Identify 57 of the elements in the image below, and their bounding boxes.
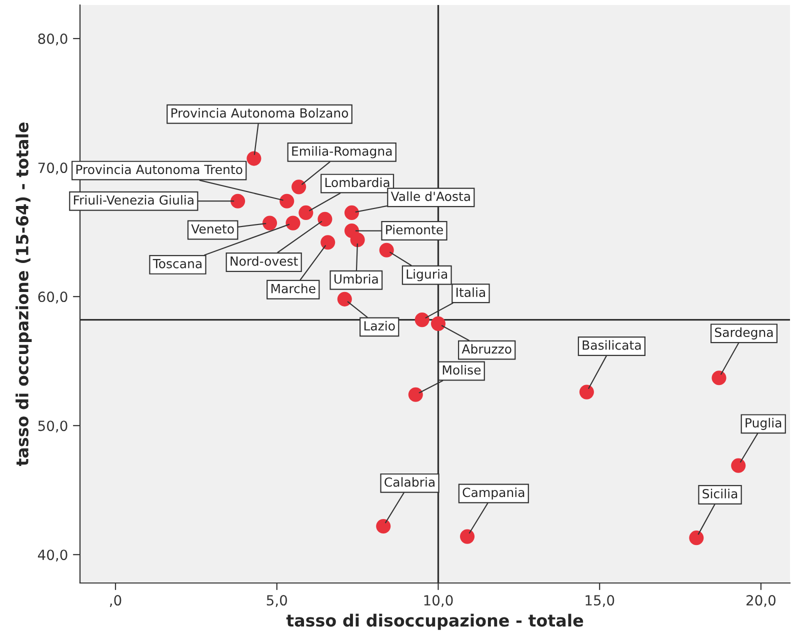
point: [414, 312, 430, 328]
point: [731, 458, 746, 473]
point: [379, 242, 394, 258]
annotation: Provincia Autonoma Bolzano: [171, 108, 348, 118]
point: [286, 216, 300, 230]
y-tick-label: 70,0: [38, 162, 68, 174]
annotation: Emilia-Romagna: [292, 146, 392, 158]
x-tick-label: 20,0: [746, 595, 776, 607]
y-tick-label: 80,0: [38, 34, 68, 46]
x-tick-label: 10,0: [424, 595, 453, 607]
annotation: Umbria: [334, 274, 378, 284]
annotation: Veneto: [191, 224, 234, 234]
annotation: Calabria: [384, 477, 434, 487]
annotation: Italia: [456, 287, 485, 298]
annotation: Valle d'Aosta: [390, 191, 470, 202]
annotation: Puglia: [746, 418, 782, 430]
point: [712, 370, 726, 386]
point: [350, 232, 365, 248]
point: [344, 205, 360, 220]
annotation: Campania: [462, 487, 524, 500]
point: [376, 518, 391, 534]
annotation: Lombardia: [325, 178, 390, 188]
annotation: Basilicata: [582, 340, 641, 350]
point: [337, 292, 352, 306]
point: [262, 216, 278, 230]
point: [460, 529, 475, 544]
x-axis-title: tasso di disoccupazione - totale: [286, 614, 584, 630]
x-tick-label: 5,0: [266, 595, 287, 607]
y-tick-label: 40,0: [38, 550, 68, 562]
annotation: Liguria: [406, 269, 448, 282]
point: [292, 180, 306, 194]
point: [689, 530, 704, 546]
annotation: Nord-ovest: [230, 256, 298, 266]
point: [298, 205, 314, 220]
annotation: Piemonte: [386, 224, 443, 234]
point: [280, 194, 294, 208]
point: [230, 194, 246, 208]
x-tick-label: ,0: [110, 595, 122, 607]
point: [320, 235, 336, 250]
annotation: Molise: [442, 364, 481, 375]
annotation: Marche: [271, 284, 316, 294]
annotation: Abruzzo: [462, 344, 512, 354]
annotation: Friuli-Venezia Giulia: [74, 195, 194, 205]
point: [579, 384, 594, 400]
point: [430, 316, 446, 331]
x-tick-label: 15,0: [586, 595, 614, 607]
annotation: Lazio: [364, 320, 395, 331]
annotation: Sicilia: [702, 488, 738, 498]
point: [246, 151, 262, 166]
y-axis-title: tasso di occupazione (15-64) - totale: [16, 122, 32, 466]
point: [408, 387, 423, 402]
annotation: Toscana: [152, 259, 202, 268]
y-tick-label: 50,0: [38, 420, 68, 432]
annotation: Sardegna: [714, 327, 773, 340]
y-tick-label: 60,0: [38, 292, 68, 304]
point: [318, 212, 332, 226]
annotation: Provincia Autonoma Trento: [76, 164, 242, 174]
